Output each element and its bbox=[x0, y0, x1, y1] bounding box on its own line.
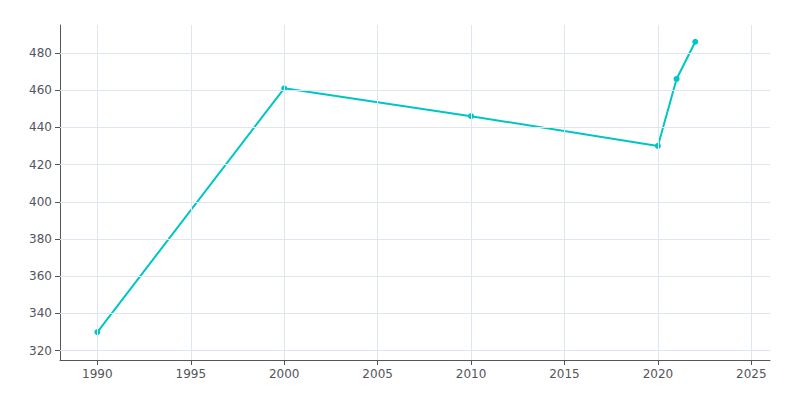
svg-text:2010: 2010 bbox=[456, 367, 487, 381]
svg-text:2015: 2015 bbox=[549, 367, 580, 381]
svg-text:360: 360 bbox=[29, 269, 52, 283]
svg-text:2000: 2000 bbox=[269, 367, 300, 381]
svg-text:440: 440 bbox=[29, 120, 52, 134]
svg-text:340: 340 bbox=[29, 306, 52, 320]
svg-text:320: 320 bbox=[29, 344, 52, 358]
svg-text:1990: 1990 bbox=[82, 367, 113, 381]
svg-text:400: 400 bbox=[29, 195, 52, 209]
svg-text:2005: 2005 bbox=[362, 367, 393, 381]
svg-text:460: 460 bbox=[29, 83, 52, 97]
svg-text:2025: 2025 bbox=[736, 367, 767, 381]
svg-text:480: 480 bbox=[29, 46, 52, 60]
svg-text:1995: 1995 bbox=[176, 367, 207, 381]
svg-text:2020: 2020 bbox=[643, 367, 674, 381]
svg-text:380: 380 bbox=[29, 232, 52, 246]
svg-text:420: 420 bbox=[29, 158, 52, 172]
